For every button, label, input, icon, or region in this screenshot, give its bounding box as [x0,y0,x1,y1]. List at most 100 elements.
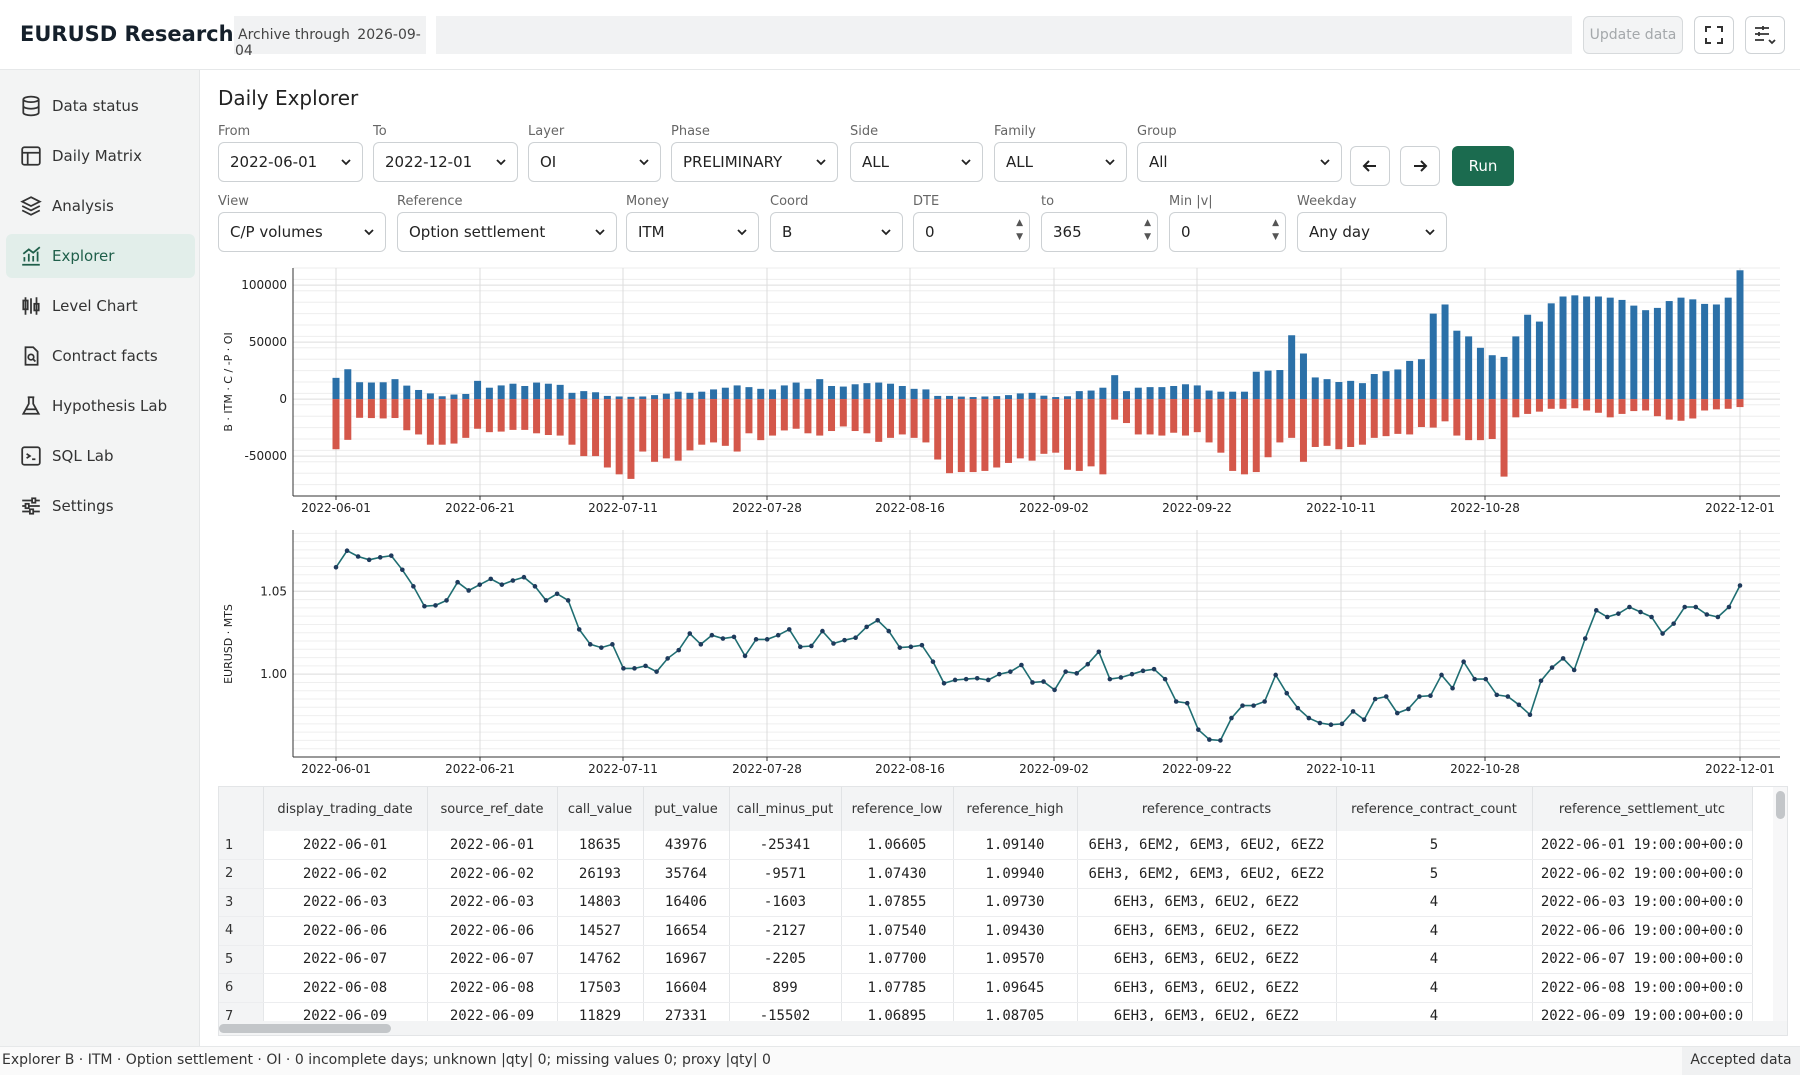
put-bar [1642,399,1650,411]
horizontal-scroll-thumb[interactable] [219,1024,391,1033]
call-bar [474,380,482,400]
data-point [1549,665,1555,670]
call-bar [969,397,977,400]
call-bar [1370,374,1378,400]
sidebar-item-label: Daily Matrix [52,147,142,165]
data-point [1605,614,1610,620]
fullscreen-button[interactable] [1694,16,1734,54]
sidebar-item-level-chart[interactable]: Level Chart [6,284,195,328]
group-select[interactable]: All [1137,142,1342,182]
to-number-input[interactable]: 365 ▲ ▼ [1041,212,1158,252]
stepper-icon[interactable]: ▲ ▼ [1272,218,1279,242]
sidebar-item-settings[interactable]: Settings [6,484,195,528]
column-header[interactable]: source_ref_date [427,787,558,831]
accepted-data-badge: Accepted data [1682,1047,1800,1075]
view-select[interactable]: C/P volumes [218,212,386,252]
sidebar-item-daily-matrix[interactable]: Daily Matrix [6,134,195,178]
data-point [1052,687,1057,693]
stepper-icon[interactable]: ▲ ▼ [1144,218,1151,242]
put-bar [1500,399,1508,477]
table-icon [21,146,41,166]
line-chart: 1.05 1.00 2022-06-01 2022-06-21 2022-07-11 20… [218,528,1788,780]
call-bar [910,388,918,400]
sidebar-item-sql-lab[interactable]: SQL Lab [6,434,195,478]
call-bar [1311,377,1319,400]
run-button[interactable]: Run [1452,146,1514,186]
call-bar [946,395,954,400]
horizontal-scrollbar[interactable] [219,1021,1787,1035]
sidebar-item-data-status[interactable]: Data status [6,84,195,128]
data-point [1207,737,1212,742]
call-bar [887,383,895,400]
filter-label: From [218,124,251,139]
call-bar [1075,391,1083,400]
call-bar [1288,335,1296,400]
table-row[interactable]: 2 2022-06-02 2022-06-02 26193 35764 -9571 1.07… [219,859,1753,889]
column-header[interactable]: display_trading_date [263,787,428,831]
table-cell: 1.09570 [953,945,1078,974]
from-select[interactable]: 2022-06-01 [218,142,363,182]
money-select[interactable]: ITM [626,212,759,252]
call-bar [1347,380,1355,400]
reference-select[interactable]: Option settlement [397,212,617,252]
table-row[interactable]: 3 2022-06-03 2022-06-03 14803 16406 -1603 1.07… [219,888,1753,917]
sidebar-item-analysis[interactable]: Analysis [6,184,195,228]
put-bar [1665,399,1673,420]
column-header[interactable]: call_value [557,787,644,831]
field-value: ALL [862,153,889,171]
call-bar [639,396,647,400]
min-v-number-input[interactable]: 0 ▲ ▼ [1169,212,1286,252]
sidebar-item-explorer[interactable]: Explorer [6,234,195,278]
coord-select[interactable]: B [770,212,903,252]
vertical-scroll-thumb[interactable] [1776,791,1785,819]
table-row[interactable]: 1 2022-06-01 2022-06-01 18635 43976 -25341 1.0… [219,831,1753,860]
table-row[interactable]: 6 2022-06-08 2022-06-08 17503 16604 899 1.0778… [219,973,1753,1003]
table-cell: 2022-06-07 [427,945,558,974]
to-select[interactable]: 2022-12-01 [373,142,518,182]
column-header[interactable]: reference_low [841,787,954,831]
call-bar [922,389,930,400]
chevron-down-icon [961,159,971,166]
call-bar [1087,390,1095,400]
dte-number-input[interactable]: 0 ▲ ▼ [913,212,1030,252]
column-header[interactable]: reference_contracts [1077,787,1337,831]
field-value: OI [540,153,557,171]
column-header[interactable]: call_minus_put [729,787,842,831]
put-bar [1323,399,1331,446]
table-row[interactable]: 5 2022-06-07 2022-06-07 14762 16967 -2205 1.07… [219,945,1753,974]
data-point [1339,721,1345,727]
update-data-button[interactable]: Update data [1583,16,1683,54]
column-header[interactable]: put_value [643,787,730,831]
data-point [1074,671,1079,676]
weekday-select[interactable]: Any day [1297,212,1447,252]
data-point [610,642,615,647]
family-select[interactable]: ALL [994,142,1127,182]
phase-select[interactable]: PRELIMINARY [671,142,838,182]
x-tick-label: 2022-09-22 [1162,762,1232,776]
column-header[interactable]: reference_contract_count [1336,787,1533,831]
call-bar [1052,397,1060,400]
column-header[interactable]: reference_settlement_utc [1532,787,1753,831]
call-bar [1158,387,1166,400]
call-bar [662,393,670,400]
stepper-icon[interactable]: ▲ ▼ [1016,218,1023,242]
prev-button[interactable] [1350,146,1390,186]
x-tick-label: 2022-09-02 [1019,762,1089,776]
x-tick-label: 2022-10-11 [1306,762,1376,776]
sidebar-item-hypothesis-lab[interactable]: Hypothesis Lab [6,384,195,428]
layer-select[interactable]: OI [528,142,661,182]
call-bar [1417,359,1425,400]
put-bar [485,399,493,433]
sidebar-item-contract-facts[interactable]: Contract facts [6,334,195,378]
table-row[interactable]: 4 2022-06-06 2022-06-06 14527 16654 -2127 1.07… [219,916,1753,946]
side-select[interactable]: ALL [850,142,983,182]
data-point [444,598,449,603]
put-bar [1512,399,1520,418]
call-bar [450,394,458,400]
data-point [731,634,737,640]
next-button[interactable] [1400,146,1440,186]
settings-menu-button[interactable] [1745,16,1785,54]
column-header[interactable]: reference_high [953,787,1078,831]
vertical-scrollbar[interactable] [1773,787,1787,1023]
call-bar [485,387,493,400]
